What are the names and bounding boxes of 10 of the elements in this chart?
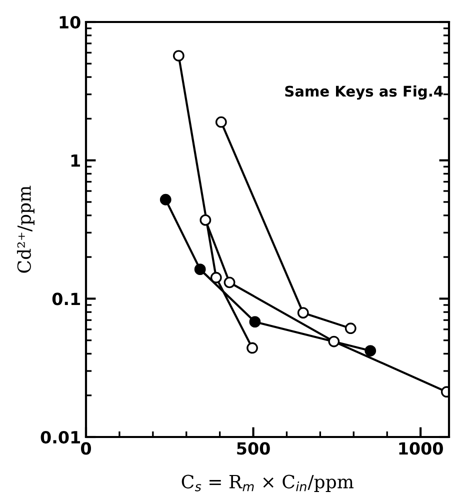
x-tick-label: 1000 (399, 442, 443, 455)
x-tick-label: 0 (81, 442, 91, 455)
x-tick-label: 500 (237, 442, 270, 455)
y-tick-label: 10 (60, 16, 80, 29)
y-tick-label: 1 (71, 154, 80, 167)
annotation: Same Keys as Fig.4 (285, 85, 443, 100)
y-tick-label: 0.01 (40, 430, 80, 444)
y-axis-title: Cd²⁺/ppm (16, 186, 34, 273)
y-tick-label: 0.1 (52, 292, 80, 306)
x-axis-title: C$_{s}$ = R$_{m}$ × C$_{in}$/ppm (182, 474, 354, 492)
